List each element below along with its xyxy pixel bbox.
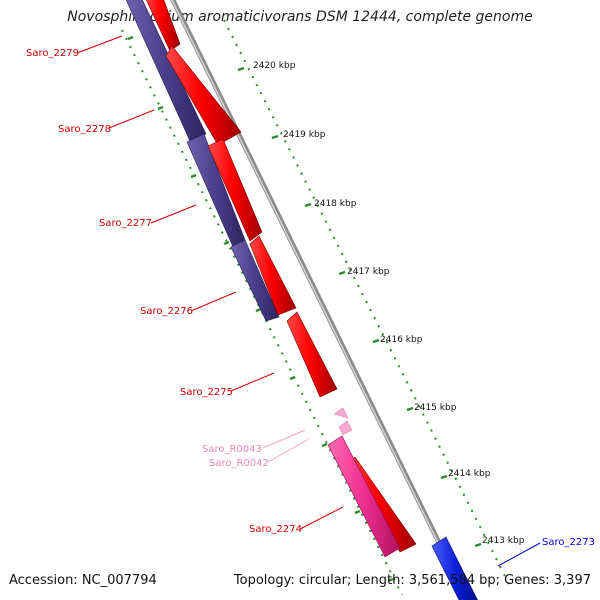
gene-saro-2276: [230, 239, 280, 322]
gene-saro-2273: [431, 536, 478, 600]
gene-label: Saro_2279: [26, 48, 79, 59]
gene-saro-2278: [125, 0, 207, 142]
ruler-label: 2418 kbp: [314, 199, 357, 209]
accession-text: Accession: NC_007794: [9, 573, 157, 588]
gene-label: Saro_2273: [542, 537, 595, 548]
rna-genes: [327, 407, 401, 558]
gene-saro-2278-fwd: [165, 45, 242, 146]
ruler-labels: 2420 kbp 2419 kbp 2418 kbp 2417 kbp 2416…: [253, 61, 525, 546]
outer-ticks: [237, 66, 482, 548]
gene-label: Saro_R0042: [209, 458, 269, 469]
gene-saro-2277-fwd: [207, 138, 263, 242]
reverse-genes: [125, 0, 280, 322]
ruler-label: 2413 kbp: [482, 536, 525, 546]
gene-label: Saro_2277: [99, 218, 152, 229]
ruler-label: 2419 kbp: [283, 130, 326, 140]
gene-saro-2279: [145, 0, 181, 52]
gene-labels: Saro_2279 Saro_2278 Saro_2277 Saro_2276 …: [26, 48, 595, 548]
gene-label: Saro_2276: [140, 306, 193, 317]
gene-label: Saro_R0043: [202, 444, 262, 455]
gene-saro-2274: [327, 435, 401, 558]
gene-saro-2276-fwd: [249, 235, 297, 316]
genome-summary-text: Topology: circular; Length: 3,561,584 bp…: [233, 573, 591, 588]
gene-saro-r0042: [338, 420, 353, 436]
ruler-label: 2414 kbp: [448, 469, 491, 479]
gene-label: Saro_2274: [249, 524, 302, 535]
inner-ticks: [127, 35, 394, 583]
gene-saro-r0043: [333, 407, 349, 419]
scale-track-outer: [223, 19, 513, 591]
ruler-label: 2415 kbp: [414, 403, 457, 413]
genome-backbone: [170, 0, 470, 600]
gene-label: Saro_2278: [58, 124, 111, 135]
ruler-label: 2417 kbp: [347, 267, 390, 277]
gene-saro-2275: [286, 311, 338, 398]
ruler-label: 2420 kbp: [253, 61, 296, 71]
ruler-label: 2416 kbp: [380, 335, 423, 345]
label-leaders: [76, 35, 541, 567]
gene-label: Saro_2275: [180, 387, 233, 398]
